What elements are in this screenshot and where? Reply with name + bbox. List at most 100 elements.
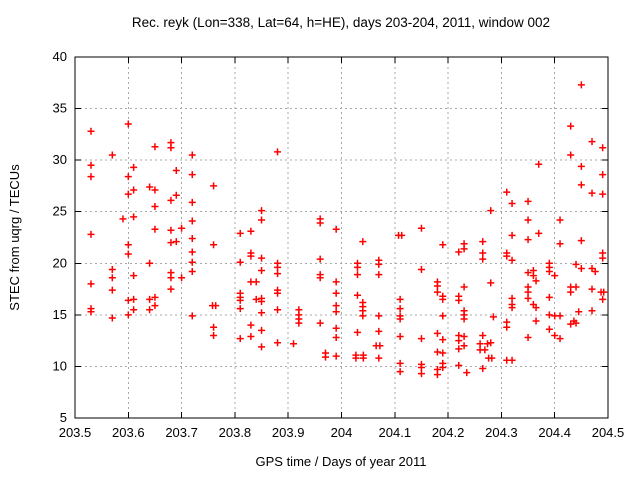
y-axis-label: STEC from uqrg / TECUs (7, 164, 22, 311)
data-point-marker (188, 235, 196, 243)
data-point-marker (274, 339, 282, 347)
data-point-marker (567, 122, 575, 130)
data-point-marker (172, 166, 180, 174)
data-point-marker (556, 335, 564, 343)
data-point-marker (588, 264, 596, 272)
data-point-marker (167, 239, 175, 247)
data-point-marker (439, 241, 447, 249)
data-point-marker (236, 305, 244, 313)
data-point-marker (87, 127, 95, 135)
data-point-marker (556, 216, 564, 224)
plot-border-and-ticks (74, 56, 609, 419)
y-tick-label: 10 (53, 358, 67, 373)
x-tick-label: 204.3 (485, 425, 518, 440)
data-point-marker (396, 359, 404, 367)
data-point-marker (433, 348, 441, 356)
data-point-marker (577, 237, 585, 245)
data-point-marker (524, 283, 532, 291)
data-point-marker (524, 197, 532, 205)
data-point-marker (151, 302, 159, 310)
data-point-marker (352, 354, 360, 362)
data-point-marker (572, 260, 580, 268)
data-point-marker (151, 225, 159, 233)
x-tick-label: 203.8 (219, 425, 252, 440)
data-point-marker (508, 294, 516, 302)
data-point-marker (487, 207, 495, 215)
data-point-marker (524, 334, 532, 342)
data-point-marker (577, 264, 585, 272)
data-point-marker (479, 255, 487, 263)
data-point-marker (588, 189, 596, 197)
data-point-marker (87, 230, 95, 238)
data-point-marker (588, 307, 596, 315)
data-point-marker (375, 327, 383, 335)
data-point-marker (108, 151, 116, 159)
data-point-marker (151, 293, 159, 301)
data-point-marker (130, 306, 138, 314)
data-point-marker (567, 288, 575, 296)
data-point-marker (524, 269, 532, 277)
data-point-marker (87, 161, 95, 169)
data-point-marker (396, 315, 404, 323)
y-tick-label: 15 (53, 307, 67, 322)
data-point-marker (588, 285, 596, 293)
data-point-marker (252, 278, 260, 286)
data-point-marker (210, 182, 218, 190)
data-point-marker (322, 353, 330, 361)
y-tick-label: 40 (53, 49, 67, 64)
data-point-marker (417, 363, 425, 371)
data-point-marker (167, 226, 175, 234)
x-tick-label: 203.5 (59, 425, 92, 440)
data-point-marker (439, 363, 447, 371)
data-point-marker (316, 319, 324, 327)
data-point-marker (396, 295, 404, 303)
data-point-marker (332, 334, 340, 342)
data-point-marker (236, 335, 244, 343)
data-point-marker (258, 254, 266, 262)
data-point-marker (508, 256, 516, 264)
data-point-marker (188, 248, 196, 256)
data-point-marker (375, 312, 383, 320)
data-point-marker (124, 173, 132, 181)
data-point-marker (130, 163, 138, 171)
data-point-marker (188, 217, 196, 225)
data-point-marker (396, 368, 404, 376)
data-point-marker (353, 328, 361, 336)
data-point-marker (151, 143, 159, 151)
x-tick-label: 204.4 (538, 425, 571, 440)
data-point-marker (332, 324, 340, 332)
data-point-marker (508, 231, 516, 239)
data-point-marker (455, 337, 463, 345)
chart-title: Rec. reyk (Lon=338, Lat=64, h=HE), days … (132, 15, 550, 30)
data-point-marker (258, 297, 266, 305)
data-point-marker (460, 333, 468, 341)
data-point-marker (551, 272, 559, 280)
data-point-marker (479, 331, 487, 339)
data-point-marker (600, 288, 608, 296)
data-point-marker (567, 151, 575, 159)
data-point-marker (258, 207, 266, 215)
data-point-marker (172, 238, 180, 246)
data-point-marker (151, 203, 159, 211)
data-point-marker (439, 336, 447, 344)
x-tick-label: 204 (331, 425, 353, 440)
data-point-marker (353, 263, 361, 271)
data-point-marker (532, 277, 540, 285)
data-point-marker (532, 304, 540, 312)
data-point-marker (396, 333, 404, 341)
data-point-marker (167, 285, 175, 293)
data-point-marker (332, 289, 340, 297)
data-point-marker (479, 238, 487, 246)
data-point-marker (146, 259, 154, 267)
data-point-marker (545, 293, 553, 301)
data-point-marker (124, 120, 132, 128)
data-point-marker (188, 312, 196, 320)
data-point-marker (316, 255, 324, 263)
data-point-marker (503, 188, 511, 196)
data-point-marker (503, 252, 511, 260)
data-point-marker (188, 171, 196, 179)
data-point-marker (591, 268, 599, 276)
data-point-marker (487, 339, 495, 347)
data-point-marker (178, 274, 186, 282)
data-point-marker (575, 308, 583, 316)
